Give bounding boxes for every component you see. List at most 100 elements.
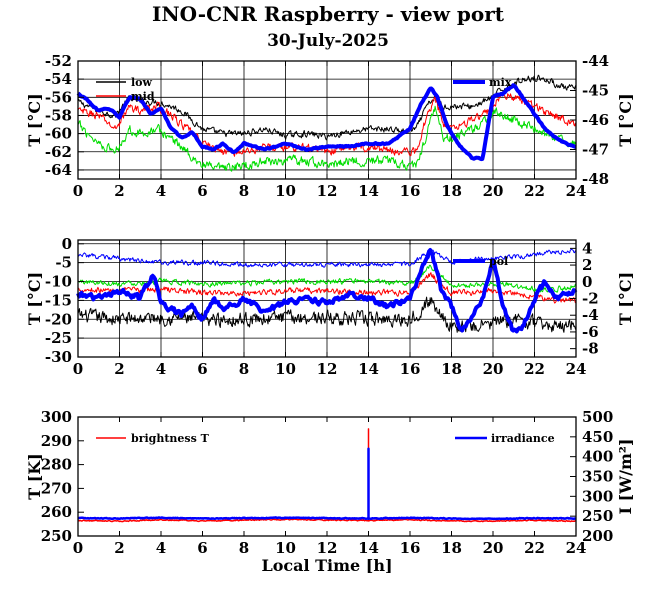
x-tick-label: 0 xyxy=(73,539,83,557)
x-tick-label: 16 xyxy=(400,182,421,200)
y2-tick-label: 4 xyxy=(582,239,592,257)
y-tick-label: -54 xyxy=(45,70,72,88)
y-tick-label: -56 xyxy=(45,88,72,106)
x-tick-label: 14 xyxy=(358,539,379,557)
x-tick-label: 20 xyxy=(483,360,504,378)
x-tick-label: 24 xyxy=(566,539,587,557)
y2-tick-label: -8 xyxy=(582,340,599,358)
x-tick-label: 22 xyxy=(524,360,545,378)
legend-label: mix xyxy=(489,76,512,89)
x-tick-label: 12 xyxy=(317,360,338,378)
y2-tick-label: -2 xyxy=(582,290,599,308)
y-tick-label: -15 xyxy=(45,291,72,309)
y-tick-label: 280 xyxy=(41,456,72,474)
y2-tick-label: -44 xyxy=(582,52,609,70)
x-tick-label: 24 xyxy=(566,182,587,200)
x-tick-label: 20 xyxy=(483,539,504,557)
x-tick-label: 10 xyxy=(275,360,296,378)
x-tick-label: 0 xyxy=(73,360,83,378)
y2-tick-label: -47 xyxy=(582,141,609,159)
y2-tick-label: 450 xyxy=(582,428,613,446)
x-tick-label: 10 xyxy=(275,539,296,557)
x-tick-label: 2 xyxy=(114,360,124,378)
x-tick-label: 4 xyxy=(156,182,166,200)
y-tick-label: -30 xyxy=(45,348,72,366)
series-line-brightness-t xyxy=(77,428,577,523)
y2-tick-label: -4 xyxy=(582,306,599,324)
y2-tick-label: 2 xyxy=(582,256,592,274)
y-tick-label: 260 xyxy=(41,503,72,521)
y-tick-label: 250 xyxy=(41,527,72,545)
panel-middle: 0 2 4 6 8 10 12 14 16 18 20 22 240-5-10-15-20-25-304… xyxy=(25,235,635,378)
y2-tick-label: 300 xyxy=(582,487,613,505)
y2-tick-label: 400 xyxy=(582,448,613,466)
series-line-s1 xyxy=(77,296,577,333)
x-tick-label: 6 xyxy=(197,182,207,200)
x-tick-label: 22 xyxy=(524,182,545,200)
figure-title: INO-CNR Raspberry - view port xyxy=(152,2,505,26)
y2-tick-label: 250 xyxy=(582,507,613,525)
x-tick-label: 0 xyxy=(73,182,83,200)
series-line-mix xyxy=(76,83,577,162)
y-tick-label: -10 xyxy=(45,273,72,291)
y-axis-label: T [K] xyxy=(25,453,44,500)
y2-tick-label: 200 xyxy=(582,527,613,545)
legend-label: mid xyxy=(131,90,155,103)
x-axis-label: Local Time [h] xyxy=(261,556,392,575)
panel-bottom: 0 2 4 6 8 10 12 14 16 18 20 22 243002902802702602505… xyxy=(25,408,635,557)
y-tick-label: -60 xyxy=(45,125,72,143)
x-tick-label: 2 xyxy=(114,182,124,200)
x-tick-label: 12 xyxy=(317,182,338,200)
x-tick-label: 6 xyxy=(197,539,207,557)
y-axis-label: T [°C] xyxy=(25,93,44,146)
y2-axis-label: T [°C] xyxy=(616,272,635,325)
x-tick-label: 6 xyxy=(197,360,207,378)
x-tick-label: 4 xyxy=(156,539,166,557)
x-tick-label: 18 xyxy=(441,182,462,200)
x-tick-label: 20 xyxy=(483,182,504,200)
series-line-pol xyxy=(76,248,578,334)
y2-axis-label: T [°C] xyxy=(616,93,635,146)
legend-label: irradiance xyxy=(491,432,555,445)
x-tick-label: 8 xyxy=(239,360,249,378)
x-tick-label: 8 xyxy=(239,539,249,557)
x-tick-label: 14 xyxy=(358,182,379,200)
x-tick-label: 8 xyxy=(239,182,249,200)
series-line-s2 xyxy=(78,272,577,304)
y2-tick-label: -45 xyxy=(582,82,609,100)
y2-axis-label: I [W/m²] xyxy=(616,439,635,515)
y2-tick-label: -46 xyxy=(582,111,609,129)
series-line-irradiance xyxy=(77,447,577,521)
y2-tick-label: -6 xyxy=(582,323,599,341)
legend-label: brightness T xyxy=(131,432,210,445)
legend-label: pol xyxy=(489,255,508,268)
y-tick-label: -5 xyxy=(55,254,72,272)
y-tick-label: -64 xyxy=(45,161,72,179)
y-tick-label: -20 xyxy=(45,310,72,328)
x-tick-label: 16 xyxy=(400,360,421,378)
series-line-s3 xyxy=(77,264,577,293)
x-tick-label: 4 xyxy=(156,360,166,378)
y2-tick-label: 0 xyxy=(582,273,592,291)
series-line-high xyxy=(77,105,577,172)
y-tick-label: -58 xyxy=(45,106,72,124)
x-tick-label: 12 xyxy=(317,539,338,557)
y2-tick-label: 350 xyxy=(582,468,613,486)
x-tick-label: 18 xyxy=(441,539,462,557)
x-tick-label: 22 xyxy=(524,539,545,557)
x-tick-label: 10 xyxy=(275,182,296,200)
y2-tick-label: 500 xyxy=(582,408,613,426)
x-tick-label: 2 xyxy=(114,539,124,557)
figure-subtitle: 30-July-2025 xyxy=(267,31,389,51)
y-tick-label: 270 xyxy=(41,479,72,497)
legend-label: low xyxy=(131,76,153,89)
x-tick-label: 14 xyxy=(358,360,379,378)
y2-tick-label: -48 xyxy=(582,170,609,188)
y-tick-label: -25 xyxy=(45,329,72,347)
panel-top: 0 2 4 6 8 10 12 14 16 18 20 22 24-52-54-56-58-60-62-… xyxy=(25,52,635,200)
plot-area xyxy=(78,417,576,536)
y-tick-label: 300 xyxy=(41,408,72,426)
y-axis-label: T [°C] xyxy=(25,272,44,325)
y-tick-label: 0 xyxy=(62,235,72,253)
